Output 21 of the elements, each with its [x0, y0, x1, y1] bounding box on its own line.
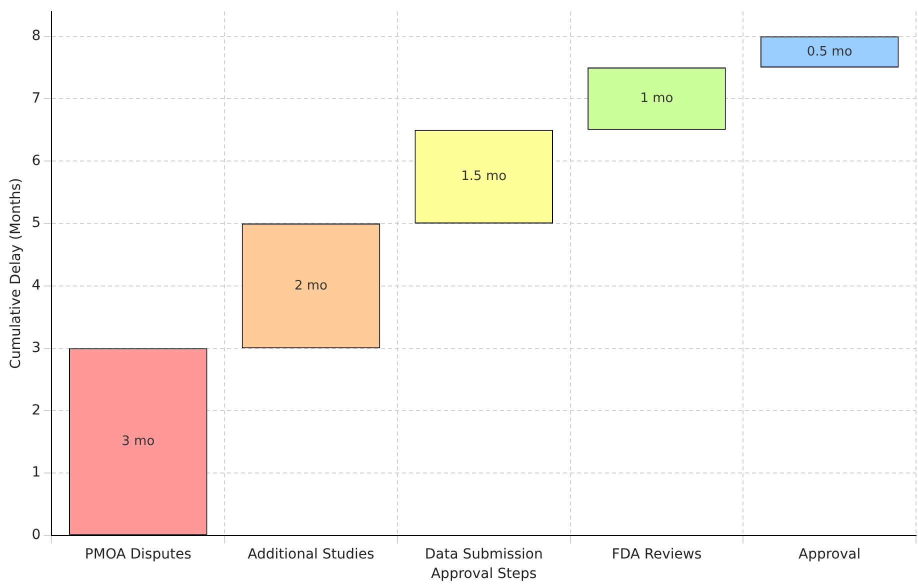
- data-label: 1.5 mo: [461, 169, 507, 184]
- x-tick-label: PMOA Disputes: [84, 546, 192, 562]
- x-axis-title: Approval Steps: [430, 566, 537, 582]
- x-tick-label: Data Submission: [424, 546, 543, 562]
- y-tick-label: 5: [32, 215, 41, 232]
- x-tick-label: FDA Reviews: [612, 546, 702, 562]
- y-tick-label: 6: [32, 152, 41, 169]
- y-tick-label: 7: [32, 90, 41, 106]
- x-tick-label: Additional Studies: [248, 546, 374, 562]
- data-label: 1 mo: [640, 91, 674, 106]
- y-axis-title: Cumulative Delay (Months): [8, 178, 24, 369]
- y-tick-label: 8: [32, 28, 41, 44]
- data-label: 0.5 mo: [806, 44, 852, 60]
- y-tick-label: 3: [32, 340, 41, 356]
- y-tick-label: 4: [32, 278, 41, 294]
- y-tick-label: 2: [32, 402, 41, 418]
- data-label: 2 mo: [294, 278, 328, 294]
- y-tick-label: 0: [32, 527, 41, 544]
- y-tick-label: 1: [32, 464, 41, 481]
- x-tick-label: Approval: [798, 546, 861, 562]
- data-label: 3 mo: [122, 434, 155, 449]
